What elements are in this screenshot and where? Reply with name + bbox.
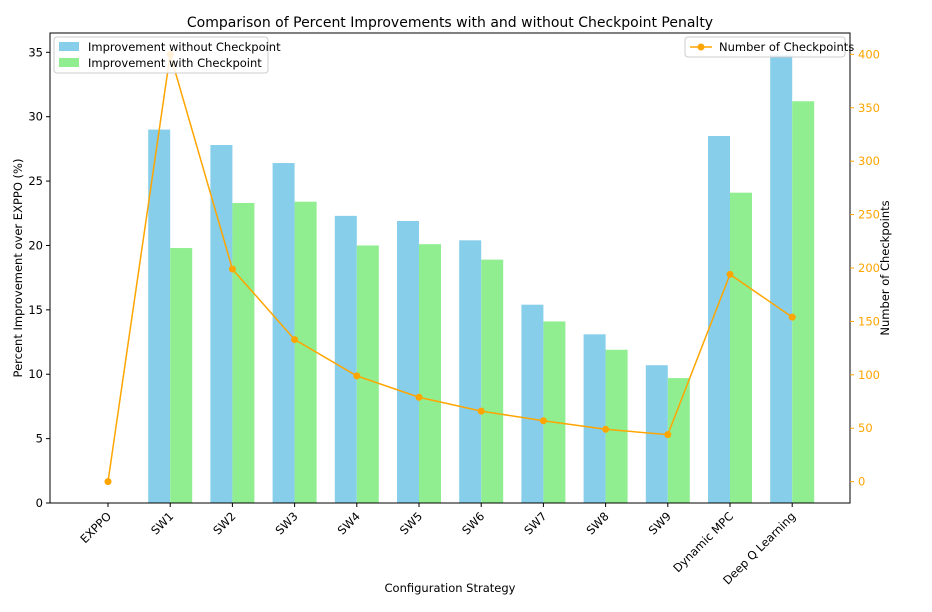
bar-with-checkpoint-11 [792, 101, 815, 503]
y-left-tick-label-25: 25 [28, 174, 43, 188]
y-right-tick-label-350: 350 [858, 101, 880, 115]
bar-with-checkpoint-7 [543, 321, 566, 503]
legend-left: Improvement without Checkpoint Improveme… [53, 36, 281, 74]
bars-layer [148, 54, 815, 504]
bar-without-checkpoint-4 [334, 215, 357, 504]
legend-label-checkpoints: Number of Checkpoints [719, 40, 854, 54]
checkpoint-point-7 [539, 417, 547, 425]
bar-without-checkpoint-5 [397, 221, 419, 503]
checkpoint-point-8 [602, 425, 610, 433]
bar-with-checkpoint-6 [481, 259, 504, 503]
y-axis-left: 0 5 10 15 20 25 30 35 [28, 45, 50, 510]
legend-right-box [684, 36, 846, 58]
legend-label-without-checkpoint: Improvement without Checkpoint [88, 40, 281, 54]
bar-without-checkpoint-11 [770, 54, 793, 503]
bar-with-checkpoint-10 [730, 192, 752, 503]
legend-label-with-checkpoint: Improvement with Checkpoint [88, 56, 262, 70]
bar-with-checkpoint-4 [356, 245, 379, 503]
checkpoint-point-3 [291, 336, 299, 344]
checkpoint-point-0 [104, 478, 112, 486]
bar-with-checkpoint-2 [232, 202, 255, 503]
bar-with-checkpoint-8 [605, 349, 628, 503]
bar-without-checkpoint-2 [210, 145, 233, 503]
legend-swatch-without-checkpoint [59, 42, 79, 51]
y-left-tick-label-30: 30 [28, 110, 43, 124]
y-right-tick-label-400: 400 [858, 47, 880, 61]
checkpoint-point-9 [664, 431, 672, 439]
legend-left-box [53, 36, 269, 74]
y-right-tick-label-0: 0 [858, 475, 865, 489]
bar-with-checkpoint-5 [419, 244, 441, 503]
y-right-tick-label-300: 300 [858, 154, 880, 168]
checkpoint-line [107, 54, 793, 482]
chart-title: Comparison of Percent Improvements with … [187, 15, 713, 31]
bar-without-checkpoint-7 [521, 304, 544, 503]
y-axis-right: 0 50 100 150 200 250 300 350 400 [850, 47, 880, 489]
y-left-tick-label-15: 15 [28, 303, 43, 317]
checkpoint-point-4 [353, 372, 361, 380]
y-axis-left-label: Percent Improvement over EXPPO (%) [11, 159, 25, 378]
bar-without-checkpoint-1 [148, 129, 171, 503]
y-axis-right-label: Number of Checkpoints [878, 200, 892, 335]
checkpoint-point-5 [415, 393, 423, 401]
bar-without-checkpoint-8 [583, 334, 606, 503]
y-left-tick-label-5: 5 [36, 432, 43, 446]
checkpoint-point-11 [788, 313, 796, 321]
x-axis-label: Configuration Strategy [385, 581, 516, 595]
legend-marker-checkpoints [697, 43, 705, 51]
bar-without-checkpoint-10 [708, 136, 730, 503]
legend-right: Number of Checkpoints [684, 36, 854, 58]
bar-without-checkpoint-3 [272, 163, 295, 503]
y-left-tick-label-0: 0 [36, 496, 43, 510]
checkpoint-line-layer [104, 50, 796, 486]
bar-with-checkpoint-1 [170, 248, 193, 503]
y-left-tick-label-20: 20 [28, 238, 43, 252]
bar-with-checkpoint-3 [294, 201, 317, 503]
y-right-tick-label-100: 100 [858, 368, 880, 382]
y-right-tick-label-150: 150 [858, 314, 880, 328]
checkpoint-point-6 [477, 407, 485, 415]
checkpoint-point-2 [228, 265, 236, 273]
y-right-tick-label-250: 250 [858, 208, 880, 222]
y-left-tick-label-35: 35 [28, 45, 43, 59]
y-right-tick-label-50: 50 [858, 421, 873, 435]
legend-swatch-with-checkpoint [59, 58, 79, 67]
y-right-tick-label-200: 200 [858, 261, 880, 275]
y-left-tick-label-10: 10 [28, 367, 43, 381]
checkpoint-point-10 [726, 270, 734, 278]
bar-without-checkpoint-6 [459, 240, 482, 503]
bar-with-checkpoint-9 [667, 378, 690, 503]
